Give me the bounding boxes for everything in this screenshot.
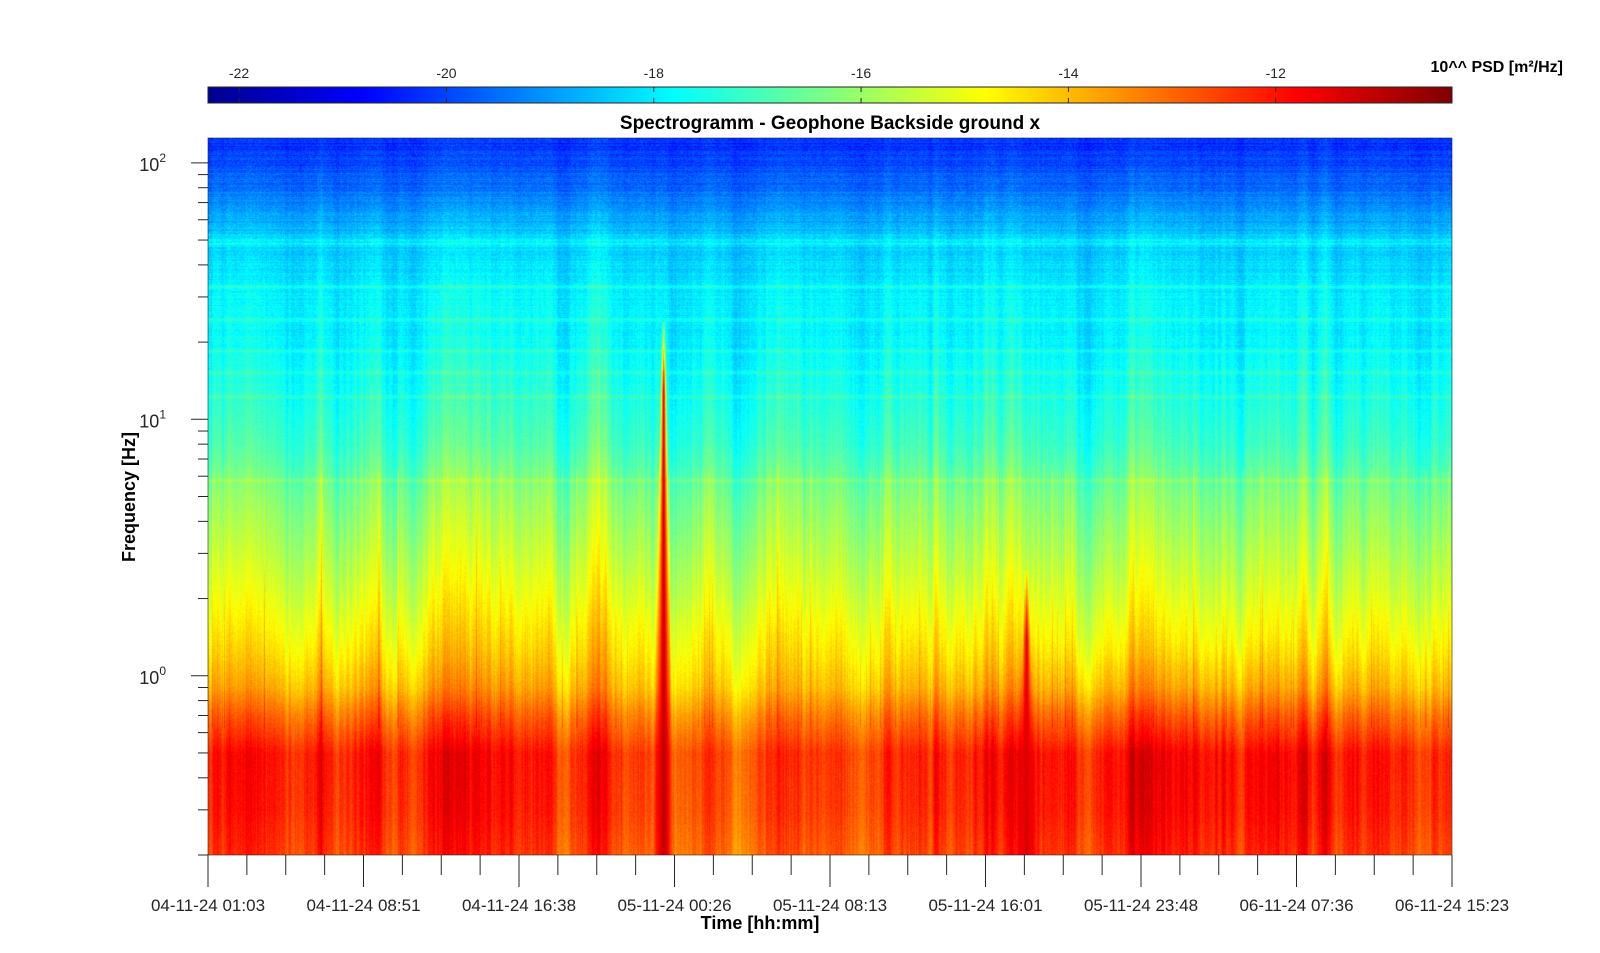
x-tick-label: 04-11-24 01:03: [151, 896, 265, 915]
chart-title: Spectrogramm - Geophone Backside ground …: [620, 113, 1041, 134]
x-tick-label: 05-11-24 23:48: [1084, 896, 1198, 915]
y-tick-label: 101: [139, 407, 166, 431]
x-tick-label: 04-11-24 08:51: [306, 896, 420, 915]
y-axis-label: Frequency [Hz]: [119, 432, 139, 562]
colorbar-tick-label: -22: [229, 65, 249, 81]
spectrogram-raster: [208, 138, 1452, 855]
colorbar-gradient: [207, 86, 1453, 104]
colorbar-tick-label: -20: [436, 65, 456, 81]
y-tick-label: 100: [139, 664, 166, 688]
colorbar-tick-label: -18: [644, 65, 664, 81]
colorbar-ticks: -22 -20 -18 -16 -14 -12: [229, 65, 1286, 103]
x-tick-label: 05-11-24 08:13: [773, 896, 887, 915]
plot-area: [207, 137, 1453, 856]
colorbar-tick-label: -16: [851, 65, 871, 81]
x-axis: 04-11-24 01:03 04-11-24 08:51 04-11-24 16:…: [151, 855, 1509, 915]
spectrogram-raster-wrapper: [208, 138, 1452, 855]
y-tick-label: 102: [139, 151, 166, 175]
x-axis-label: Time [hh:mm]: [701, 913, 820, 933]
colorbar-label: 10^^ PSD [m²/Hz]: [1431, 59, 1563, 76]
colorbar-tick-label: -14: [1058, 65, 1078, 81]
x-tick-label: 05-11-24 16:01: [928, 896, 1042, 915]
x-tick-label: 04-11-24 16:38: [462, 896, 576, 915]
x-tick-label: 06-11-24 07:36: [1239, 896, 1353, 915]
y-axis: 100 101 102: [139, 151, 208, 856]
colorbar-tick-label: -12: [1266, 65, 1286, 81]
colorbar: -22 -20 -18 -16 -14 -12 10^^ PSD [m²/Hz]: [207, 59, 1563, 104]
x-tick-label: 06-11-24 15:23: [1395, 896, 1509, 915]
x-tick-label: 05-11-24 00:26: [617, 896, 731, 915]
